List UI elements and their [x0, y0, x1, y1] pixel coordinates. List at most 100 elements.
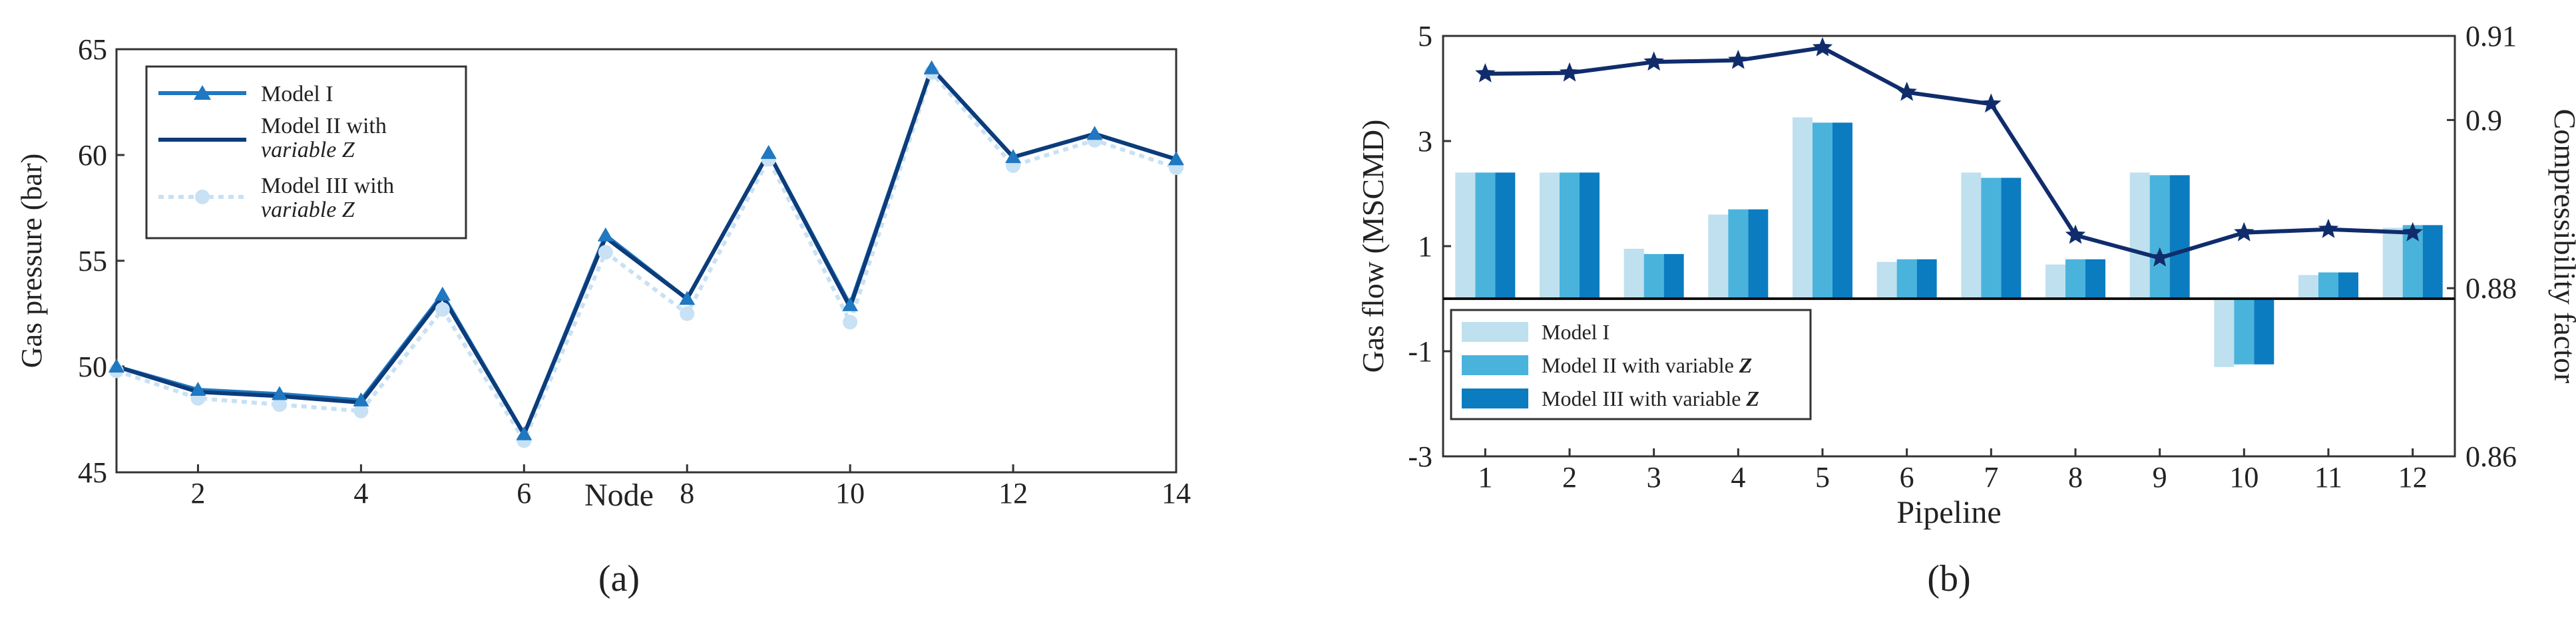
b-bar-model1: [1793, 117, 1813, 299]
b-compressibility-point: [2065, 224, 2086, 244]
b-bar-model2: [2234, 299, 2254, 365]
b-xtick-label: 3: [1647, 461, 1661, 494]
a-point-model1: [190, 381, 206, 396]
b-legend-text-model1: Model I: [1542, 320, 1610, 344]
b-bar-model3: [2338, 272, 2358, 299]
b-ytick-label: 1: [1418, 230, 1432, 263]
b-bar-model1: [1961, 172, 1982, 299]
a-point-model1: [271, 386, 288, 400]
b-bar-model1: [1540, 172, 1560, 299]
a-xtick-label: 14: [1162, 477, 1191, 510]
a-point-model1: [842, 297, 859, 311]
b-bar-model2: [1475, 172, 1496, 299]
b-ytick-label: -1: [1408, 335, 1432, 368]
b-legend-swatch-model2: [1462, 355, 1528, 375]
b-xtick-label: 6: [1900, 461, 1914, 494]
b-ytick-label: -3: [1408, 440, 1432, 473]
a-point-model1: [679, 291, 696, 305]
b-panel-label: (b): [1927, 558, 1970, 599]
a-point-model1: [1005, 149, 1022, 164]
a-series-line-2: [116, 66, 1177, 436]
a-legend-entry-model3: Model III with variable Z: [158, 174, 394, 222]
b-y2tick-label: 0.86: [2466, 440, 2517, 473]
a-point-model3: [353, 403, 369, 418]
b-compressibility-point: [2234, 222, 2254, 241]
a-panel-label: (a): [598, 558, 640, 599]
b-compressibility-point: [1475, 63, 1496, 82]
b-xtick-label: 1: [1478, 461, 1492, 494]
a-point-model3: [598, 245, 613, 260]
b-bar-model3: [2422, 225, 2443, 299]
b-bar-model1: [2298, 275, 2318, 299]
a-legend-label-model3: Model III with: [261, 174, 394, 198]
b-bar-model1: [1455, 172, 1476, 299]
b-bar-model1: [2045, 264, 2065, 299]
a-point-model1: [516, 426, 533, 440]
a-point-model1: [923, 60, 940, 75]
a-legend-triangle-icon: [194, 85, 211, 100]
a-legend-entry-model2: Model II with variable Z: [158, 114, 387, 162]
b-bar-model3: [2254, 299, 2274, 365]
a-point-model1: [760, 144, 777, 159]
b-legend-z-model3: Z: [1745, 386, 1759, 410]
b-bar-model3: [2001, 178, 2022, 299]
a-xtick-label: 2: [190, 477, 205, 510]
b-compressibility-point: [1896, 81, 1917, 101]
b-y2tick-label: 0.88: [2466, 272, 2517, 305]
a-ylabel: Gas pressure (bar): [15, 154, 48, 369]
b-bar-model3: [2085, 259, 2105, 299]
b-bar-model2: [1981, 178, 2002, 299]
b-bar-model3: [1495, 172, 1516, 299]
b-bar-model2: [2318, 272, 2338, 299]
b-compressibility-point: [1981, 93, 2002, 113]
b-compressibility-point: [2318, 218, 2339, 238]
b-bar-model1: [1876, 261, 1897, 299]
b-bar-model1: [1623, 248, 1644, 299]
a-series-line-3: [116, 70, 1177, 443]
b-xtick-label: 12: [2398, 461, 2428, 494]
b-bar-model1: [2382, 228, 2403, 299]
b-bar-model2: [1560, 172, 1580, 299]
a-point-model1: [1086, 126, 1103, 140]
b-bar-model2: [2149, 175, 2170, 299]
a-point-model1: [597, 227, 614, 241]
a-legend: Model I Model II with variable Z Model I…: [145, 65, 467, 239]
b-y2tick-label: 0.91: [2466, 20, 2517, 53]
a-point-model1: [353, 392, 369, 406]
b-compressibility-point: [1728, 49, 1749, 69]
b-compressibility-point: [2402, 222, 2423, 241]
a-point-model3: [435, 302, 450, 317]
a-point-model3: [843, 315, 858, 330]
a-point-model1: [434, 286, 451, 301]
b-compressibility-point: [1812, 37, 1833, 57]
a-ytick-label: 60: [78, 139, 107, 172]
a-xtick-label: 8: [680, 477, 694, 510]
b-compressibility-point: [1559, 62, 1580, 82]
b-bar-model3: [1580, 172, 1600, 299]
b-legend-z-model2: Z: [1739, 353, 1753, 377]
a-legend-label-model2: Model II with: [261, 114, 387, 138]
b-bar-model2: [1896, 259, 1917, 299]
a-legend-sublabel-model3: variable Z: [261, 198, 355, 222]
b-xtick-label: 5: [1815, 461, 1830, 494]
b-bar-model3: [1748, 209, 1769, 299]
a-point-model1: [108, 359, 124, 373]
b-bar-model2: [1643, 253, 1664, 299]
a-series-markers: [108, 60, 1184, 448]
a-ytick-label: 50: [78, 351, 107, 383]
b-bar-model3: [1832, 122, 1852, 299]
b-bar-model3: [1663, 253, 1684, 299]
a-xtick-label: 6: [517, 477, 531, 510]
b-legend-label-model2: Model II with variable Z: [1542, 353, 1752, 377]
a-legend-entry-model1: Model I: [158, 82, 333, 106]
b-compressibility-polyline: [1485, 45, 2413, 260]
b-xtick-label: 4: [1731, 461, 1745, 494]
b-xtick-label: 8: [2068, 461, 2083, 494]
b-ytick-label: 5: [1418, 20, 1432, 53]
a-legend-sublabel-model2: variable Z: [261, 138, 355, 162]
b-bar-model2: [1728, 209, 1749, 299]
